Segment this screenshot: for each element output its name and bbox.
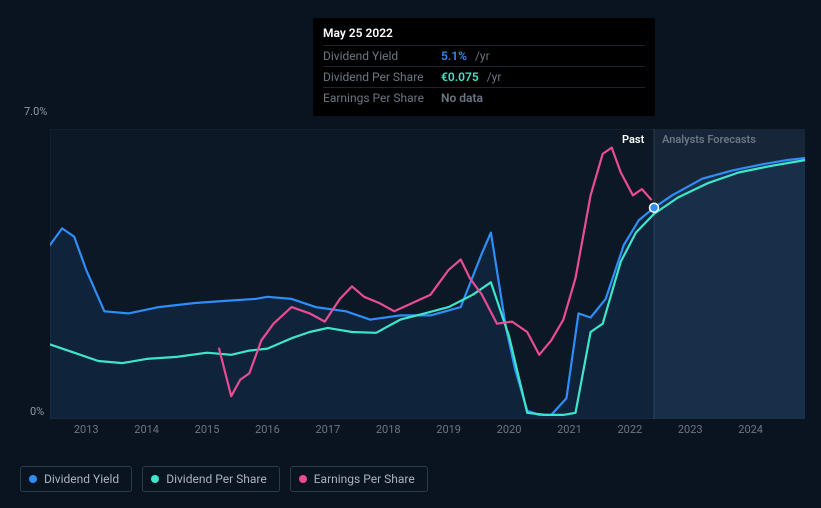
- legend-label: Dividend Per Share: [166, 472, 267, 486]
- region-label-forecast: Analysts Forecasts: [662, 133, 756, 146]
- tooltip-label: Dividend Yield: [323, 49, 433, 63]
- x-tick: 2020: [497, 423, 522, 436]
- chart-tooltip: May 25 2022 Dividend Yield5.1%/yrDividen…: [313, 18, 655, 116]
- tooltip-row: Earnings Per Share No data: [323, 87, 645, 108]
- tooltip-value: No data: [441, 91, 483, 105]
- y-axis-min: 0%: [30, 405, 44, 418]
- tooltip-unit: /yr: [475, 49, 490, 63]
- x-tick: 2022: [617, 423, 642, 436]
- tooltip-unit: /yr: [487, 70, 502, 84]
- legend: Dividend Yield Dividend Per Share Earnings…: [20, 466, 428, 492]
- tooltip-label: Earnings Per Share: [323, 91, 433, 105]
- tooltip-date: May 25 2022: [323, 24, 645, 45]
- tooltip-value: €0.075: [441, 70, 479, 84]
- legend-dot: [151, 475, 159, 483]
- chart-container: May 25 2022 Dividend Yield5.1%/yrDividen…: [0, 0, 821, 508]
- tooltip-value: 5.1%: [441, 49, 467, 63]
- chart-svg: [50, 129, 805, 419]
- x-tick: 2014: [134, 423, 159, 436]
- x-tick: 2016: [255, 423, 280, 436]
- chart-area: 7.0% 0% Past Analysts Forecasts 2013 2014…: [20, 105, 805, 465]
- region-label-past: Past: [622, 133, 644, 146]
- x-tick: 2013: [74, 423, 99, 436]
- x-tick: 2019: [436, 423, 461, 436]
- plot-region[interactable]: [50, 129, 805, 419]
- x-tick: 2018: [376, 423, 401, 436]
- tooltip-row: Dividend Yield 5.1% /yr: [323, 45, 645, 66]
- x-axis: 2013 2014 2015 2016 2017 2018 2019 2020 2021 2022…: [50, 423, 805, 437]
- legend-dot: [299, 475, 307, 483]
- x-tick: 2017: [315, 423, 340, 436]
- legend-item[interactable]: Dividend Yield: [20, 466, 132, 492]
- tooltip-label: Dividend Per Share: [323, 70, 433, 84]
- x-tick: 2024: [738, 423, 763, 436]
- x-tick: 2021: [557, 423, 582, 436]
- x-tick: 2015: [195, 423, 220, 436]
- legend-dot: [29, 475, 37, 483]
- y-axis-max: 7.0%: [24, 105, 47, 118]
- legend-label: Earnings Per Share: [314, 472, 415, 486]
- x-tick: 2023: [678, 423, 703, 436]
- tooltip-row: Dividend Per Share €0.075/yr: [323, 66, 645, 87]
- legend-item[interactable]: Dividend Per Share: [142, 466, 280, 492]
- legend-item[interactable]: Earnings Per Share: [290, 466, 428, 492]
- legend-label: Dividend Yield: [44, 472, 119, 486]
